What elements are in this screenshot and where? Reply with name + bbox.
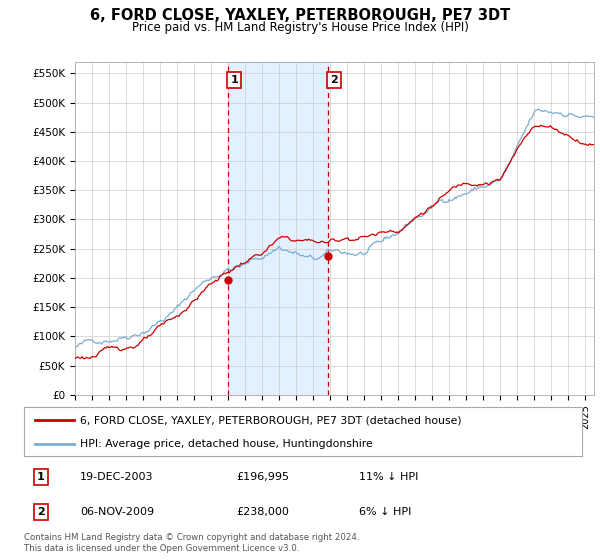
- Text: HPI: Average price, detached house, Huntingdonshire: HPI: Average price, detached house, Hunt…: [80, 439, 373, 449]
- Text: 2: 2: [37, 507, 44, 517]
- Text: £196,995: £196,995: [236, 472, 289, 482]
- Text: 1: 1: [230, 75, 238, 85]
- Text: 6% ↓ HPI: 6% ↓ HPI: [359, 507, 411, 517]
- Text: 11% ↓ HPI: 11% ↓ HPI: [359, 472, 418, 482]
- Text: £238,000: £238,000: [236, 507, 289, 517]
- Text: Price paid vs. HM Land Registry's House Price Index (HPI): Price paid vs. HM Land Registry's House …: [131, 21, 469, 34]
- Bar: [227, 62, 328, 395]
- Text: 6, FORD CLOSE, YAXLEY, PETERBOROUGH, PE7 3DT: 6, FORD CLOSE, YAXLEY, PETERBOROUGH, PE7…: [90, 8, 510, 24]
- Text: 06-NOV-2009: 06-NOV-2009: [80, 507, 154, 517]
- Text: 6, FORD CLOSE, YAXLEY, PETERBOROUGH, PE7 3DT (detached house): 6, FORD CLOSE, YAXLEY, PETERBOROUGH, PE7…: [80, 416, 461, 426]
- Text: 2: 2: [330, 75, 338, 85]
- Text: 1: 1: [37, 472, 44, 482]
- Text: 19-DEC-2003: 19-DEC-2003: [80, 472, 154, 482]
- Text: Contains HM Land Registry data © Crown copyright and database right 2024.
This d: Contains HM Land Registry data © Crown c…: [24, 533, 359, 553]
